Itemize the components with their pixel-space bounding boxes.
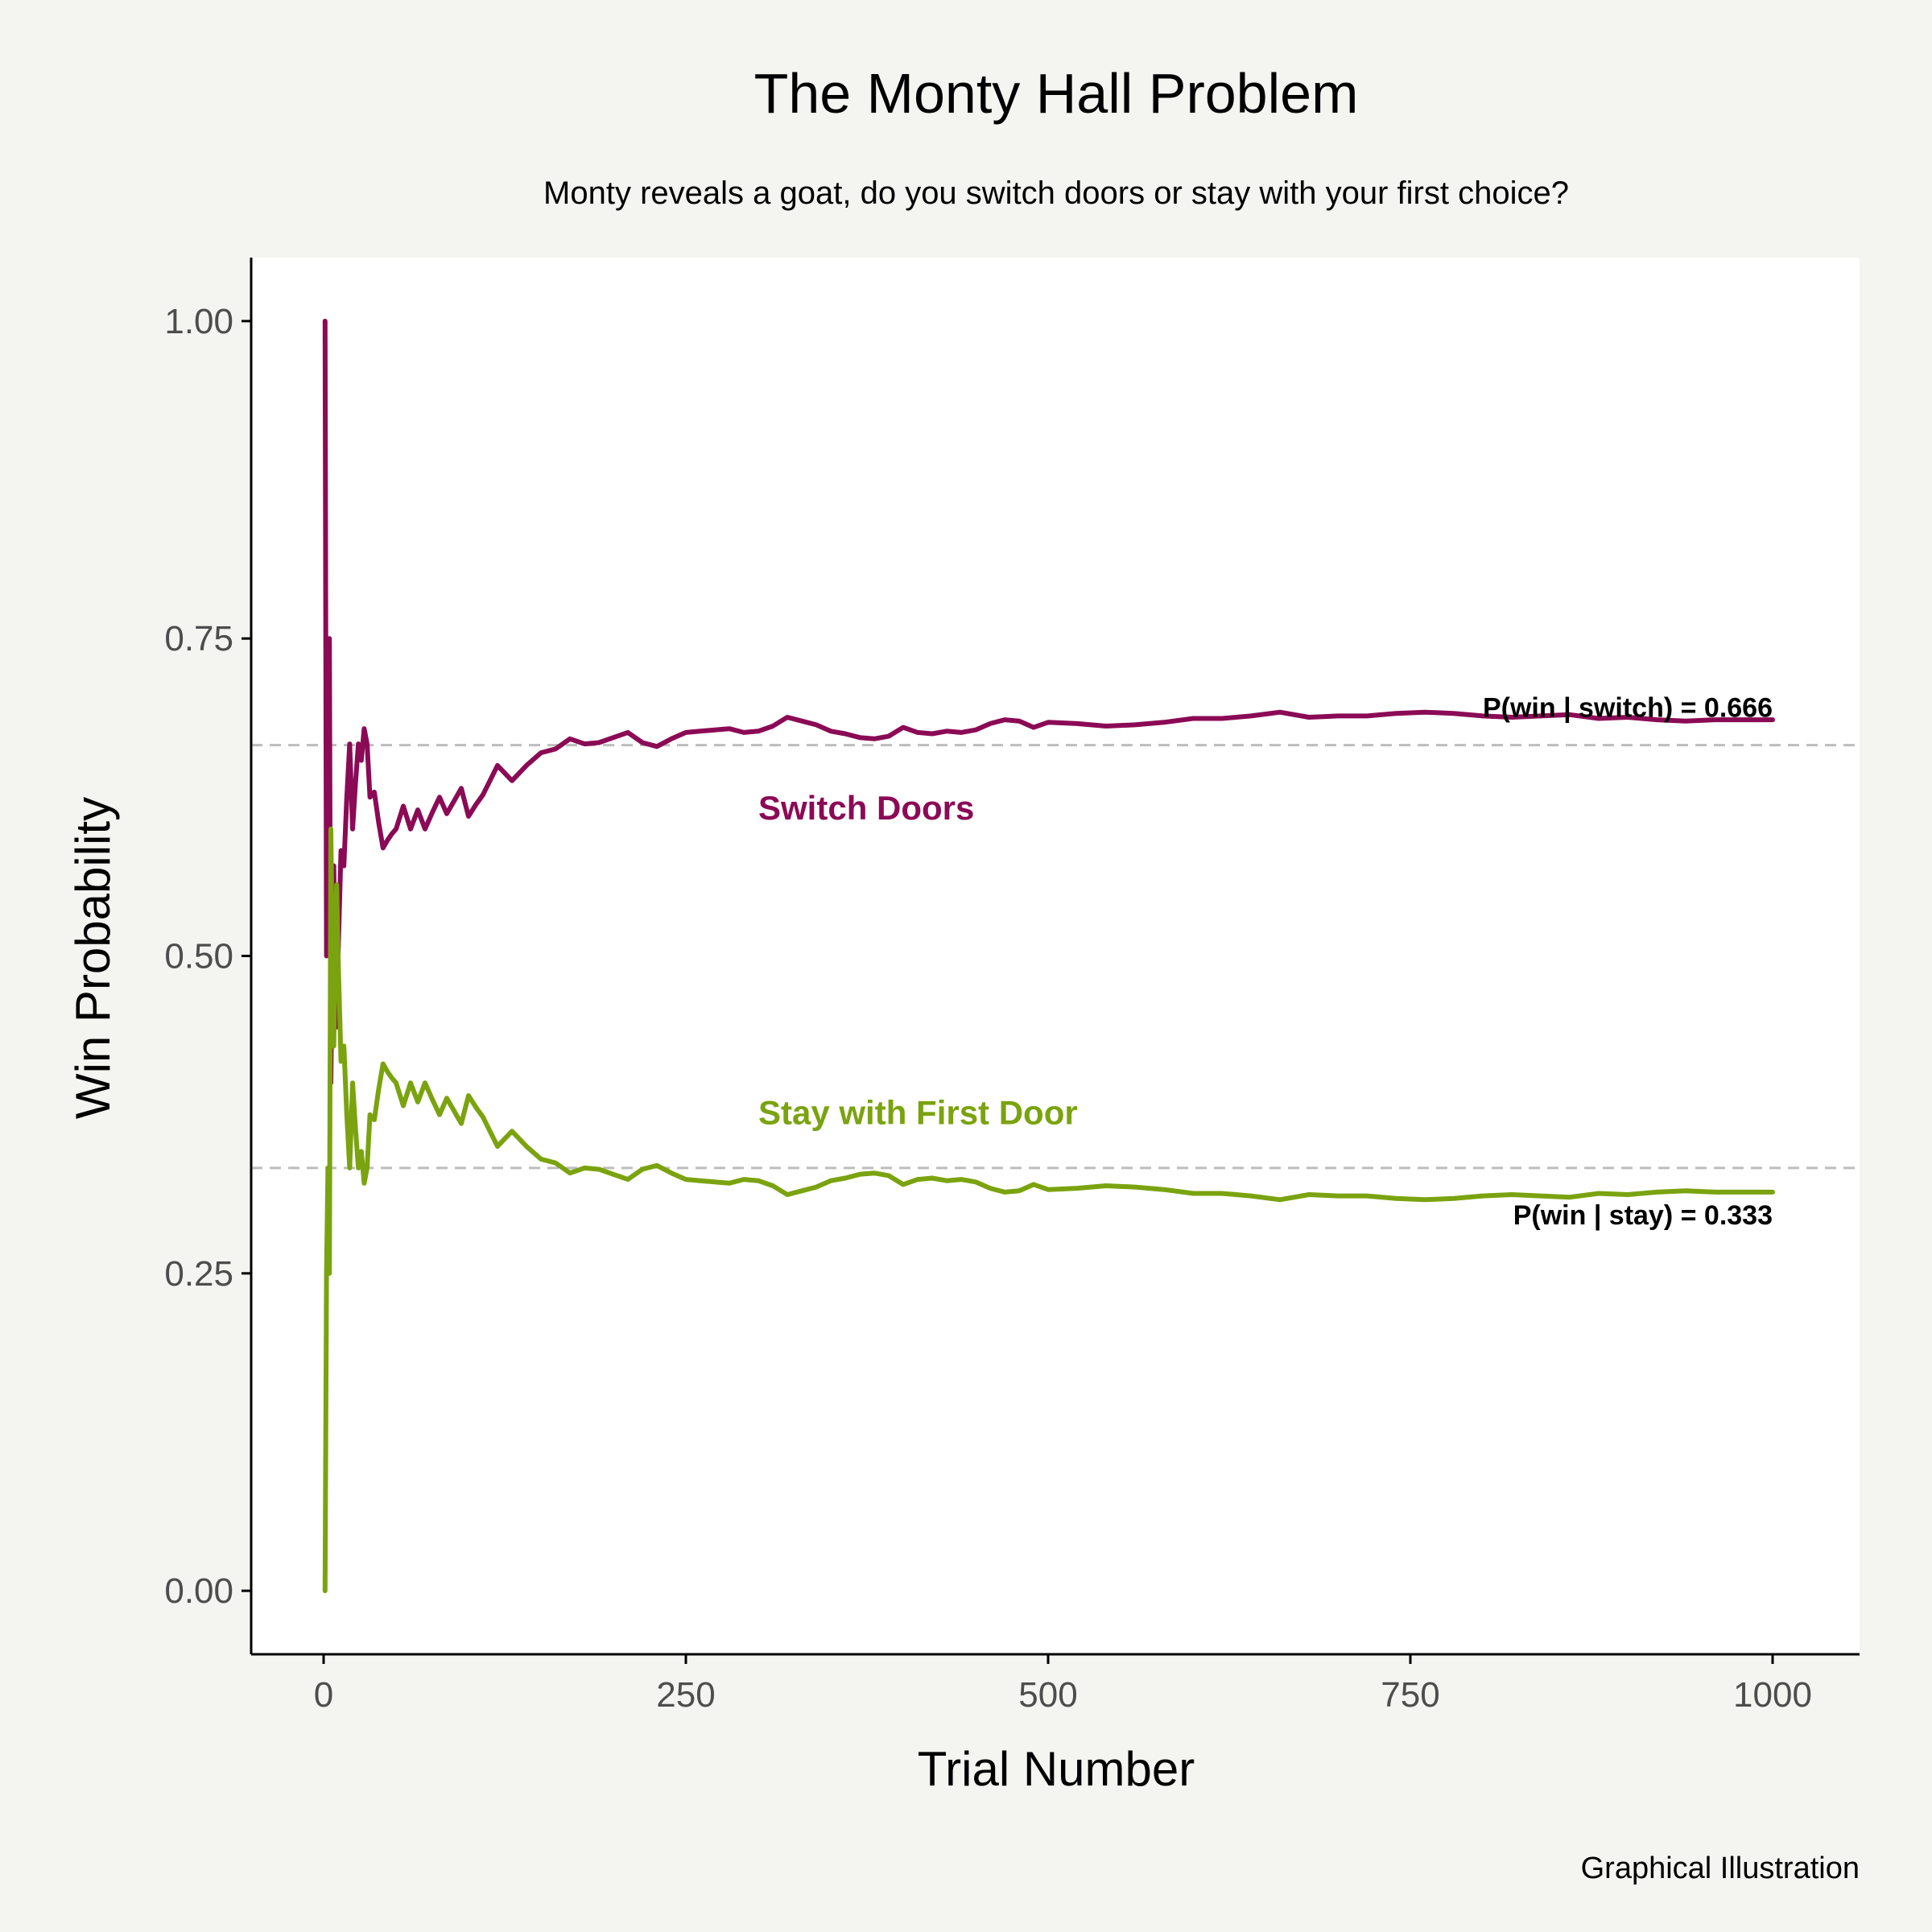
series-line-0 — [322, 318, 1775, 1086]
x-tick-label: 750 — [1381, 1675, 1439, 1715]
reference-label-stay: P(win | stay) = 0.333 — [1513, 1200, 1773, 1231]
y-tick-label: 1.00 — [164, 302, 233, 341]
x-tick-label: 250 — [656, 1675, 715, 1715]
series-line-1 — [322, 826, 1775, 1594]
series-label-stay: Stay with First Door — [758, 1094, 1078, 1132]
chart-caption: Graphical Illustration — [1581, 1852, 1860, 1885]
series-label-switch: Switch Doors — [758, 789, 974, 827]
reference-lines — [251, 744, 1860, 1170]
reference-label-switch: P(win | switch) = 0.666 — [1483, 693, 1773, 724]
y-axis-ticks: 0.00 0.25 0.50 0.75 1.00 — [164, 302, 251, 1611]
y-axis-title: Win Probability — [66, 797, 120, 1119]
y-tick-label: 0.50 — [164, 937, 233, 976]
x-tick-label: 500 — [1018, 1675, 1077, 1715]
y-tick-label: 0.75 — [164, 619, 233, 658]
chart-subtitle: Monty reveals a goat, do you switch door… — [543, 175, 1569, 211]
x-axis-ticks: 0 250 500 750 1000 — [314, 1654, 1812, 1715]
x-tick-label: 0 — [314, 1675, 333, 1715]
x-tick-label: 1000 — [1733, 1675, 1812, 1715]
y-tick-label: 0.00 — [164, 1571, 233, 1611]
x-axis-title: Trial Number — [918, 1742, 1195, 1796]
series-layer — [322, 318, 1775, 1594]
plot-panel — [251, 258, 1860, 1654]
y-tick-label: 0.25 — [164, 1254, 233, 1294]
chart-title: The Monty Hall Problem — [754, 62, 1359, 125]
